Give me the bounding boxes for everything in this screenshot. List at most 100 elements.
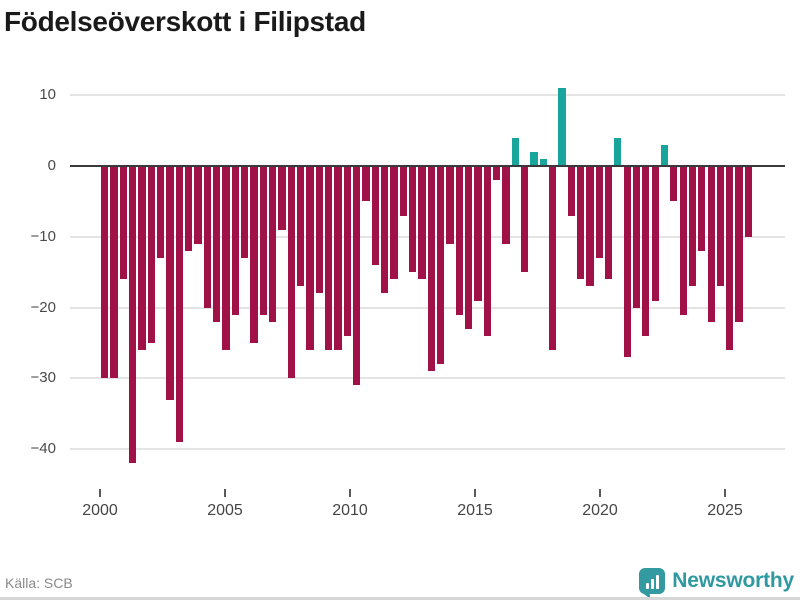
bar	[268, 166, 277, 322]
logo-bar-1	[645, 583, 649, 589]
bar	[231, 166, 239, 315]
bar	[371, 166, 379, 266]
source-label: Källa: SCB	[5, 575, 73, 591]
bar	[483, 166, 491, 336]
bar	[642, 166, 650, 336]
bar	[530, 151, 538, 166]
bar	[138, 166, 146, 351]
bar	[296, 166, 305, 287]
y-tick-label: 10	[39, 86, 56, 104]
bar	[399, 166, 407, 216]
x-tick-label: 2005	[207, 502, 243, 519]
bar	[213, 166, 221, 322]
x-tick-mark	[99, 489, 101, 497]
bar	[315, 166, 323, 294]
bar	[502, 166, 510, 244]
bar	[595, 166, 603, 259]
bar	[492, 166, 501, 181]
bar	[362, 166, 370, 202]
bar	[604, 166, 613, 280]
logo-bar-2	[650, 579, 654, 589]
bar	[147, 166, 155, 343]
bar	[259, 166, 267, 315]
bar	[306, 166, 314, 351]
plot-area	[70, 80, 785, 490]
gridline	[70, 94, 785, 97]
bar	[632, 166, 641, 308]
newsworthy-wordmark[interactable]: Newsworthy	[672, 569, 794, 592]
gridline	[70, 306, 785, 309]
bar	[455, 166, 463, 315]
x-tick-mark	[724, 489, 726, 497]
y-tick-label: −10	[30, 227, 56, 245]
bar	[343, 166, 351, 336]
bar	[185, 166, 193, 251]
bar	[651, 166, 659, 301]
bar	[688, 166, 697, 287]
bar	[110, 166, 118, 379]
bar	[418, 166, 426, 280]
x-tick-mark	[349, 489, 351, 497]
bar	[464, 166, 473, 329]
bar	[716, 166, 725, 287]
bar	[101, 166, 109, 379]
y-tick-label: 0	[47, 157, 56, 174]
bar	[287, 166, 295, 379]
bar	[175, 166, 183, 443]
bar	[511, 137, 519, 166]
bar	[474, 166, 482, 301]
bar	[558, 88, 566, 166]
x-tick-label: 2025	[707, 502, 743, 519]
bar	[670, 166, 678, 202]
bar	[586, 166, 594, 287]
x-tick-label: 2010	[332, 502, 368, 519]
x-tick-label: 2015	[457, 502, 493, 519]
bar	[548, 166, 557, 351]
bar	[380, 166, 389, 294]
bar	[520, 166, 529, 273]
bar	[614, 137, 622, 166]
y-tick-label: −20	[30, 298, 56, 316]
bar	[334, 166, 342, 351]
y-tick-label: −40	[30, 440, 56, 458]
logo-bar-3	[655, 575, 659, 589]
x-tick-label: 2020	[582, 502, 618, 519]
bar	[576, 166, 585, 280]
bar	[427, 166, 435, 372]
bar	[390, 166, 398, 280]
gridline	[70, 377, 785, 380]
x-tick-label: 2000	[82, 502, 118, 519]
bar	[707, 166, 715, 322]
bar	[408, 166, 417, 273]
bar	[203, 166, 211, 308]
bar	[679, 166, 687, 315]
newsworthy-logo[interactable]: Newsworthy	[639, 566, 794, 596]
chart-title: Födelseöverskott i Filipstad	[4, 6, 366, 37]
bar	[726, 166, 734, 351]
newsworthy-icon	[639, 568, 666, 594]
bar	[129, 166, 137, 464]
bar	[119, 166, 127, 280]
bar	[157, 166, 165, 259]
gridline	[70, 235, 785, 238]
bar	[539, 158, 547, 166]
bar	[324, 166, 333, 351]
bar	[436, 166, 445, 365]
bar	[278, 166, 286, 230]
x-tick-mark	[474, 489, 476, 497]
chart-area: Födelseöverskott i Filipstad 10 0 −10 −20 −3…	[4, 6, 785, 519]
bar	[567, 166, 575, 216]
gridline	[70, 448, 785, 451]
bar	[352, 166, 361, 386]
x-tick-mark	[599, 489, 601, 497]
bar	[698, 166, 706, 251]
bar	[241, 166, 249, 259]
bar	[194, 166, 202, 244]
zero-line	[70, 165, 785, 167]
bar	[222, 166, 230, 351]
bar	[250, 166, 258, 343]
bar	[623, 166, 631, 358]
x-tick-mark	[224, 489, 226, 497]
bar	[446, 166, 454, 244]
bar	[735, 166, 743, 322]
